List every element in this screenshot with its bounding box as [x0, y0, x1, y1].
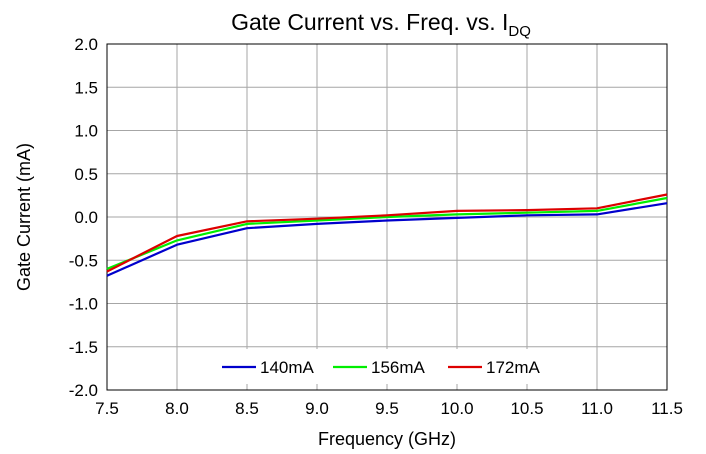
- x-tick-label: 7.5: [95, 399, 119, 418]
- x-tick-label: 9.0: [305, 399, 329, 418]
- series-lines: [106, 193, 668, 277]
- chart-title: Gate Current vs. Freq. vs. IDQ: [231, 9, 531, 40]
- x-tick-label: 10.0: [440, 399, 473, 418]
- y-axis-label: Gate Current (mA): [14, 143, 34, 291]
- legend-label-140mA: 140mA: [260, 358, 315, 377]
- x-tick-label: 11.5: [651, 399, 683, 418]
- y-axis-tick-labels: 2.0 1.5 1.0 0.5 0.0 -0.5 -1.0 -1.5 -2.0: [69, 35, 98, 400]
- x-tick-label: 8.0: [165, 399, 189, 418]
- y-tick-label: 1.5: [74, 78, 98, 97]
- y-tick-label: 2.0: [74, 35, 98, 54]
- chart-title-subscript: DQ: [508, 23, 531, 40]
- y-tick-label: -0.5: [69, 251, 98, 270]
- x-axis-tick-labels: 7.5 8.0 8.5 9.0 9.5 10.0 10.5 11.0 11.5: [95, 399, 683, 418]
- y-tick-label: -1.0: [69, 295, 98, 314]
- legend-label-156mA: 156mA: [371, 358, 426, 377]
- x-axis-label: Frequency (GHz): [318, 429, 456, 449]
- legend-box: [206, 349, 568, 384]
- y-tick-label: -2.0: [69, 381, 98, 400]
- legend-label-172mA: 172mA: [486, 358, 541, 377]
- series-line-140mA: [106, 202, 668, 277]
- series-line-156mA: [106, 196, 668, 270]
- x-tick-label: 8.5: [235, 399, 259, 418]
- x-tick-label: 10.5: [510, 399, 543, 418]
- y-tick-label: -1.5: [69, 338, 98, 357]
- chart-title-main: Gate Current vs. Freq. vs. I: [231, 9, 508, 35]
- y-tick-label: 1.0: [74, 122, 98, 141]
- y-tick-label: 0.0: [74, 208, 98, 227]
- x-tick-label: 11.0: [581, 399, 613, 418]
- legend: 140mA 156mA 172mA: [206, 349, 568, 384]
- series-line-172mA: [106, 193, 668, 273]
- plot-border: [106, 43, 668, 391]
- x-tick-label: 9.5: [375, 399, 399, 418]
- y-tick-label: 0.5: [74, 165, 98, 184]
